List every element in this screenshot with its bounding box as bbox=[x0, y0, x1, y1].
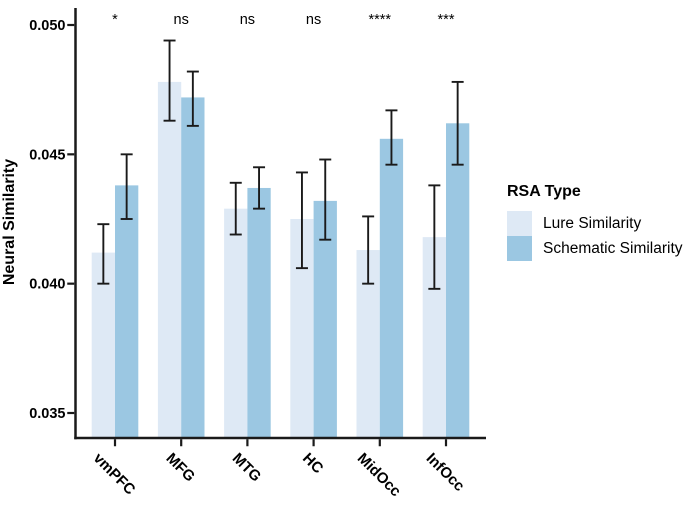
bar-mtg-lure bbox=[224, 208, 248, 438]
bar-mtg-schematic bbox=[247, 187, 271, 438]
legend-item-lure-similarity: Lure Similarity bbox=[507, 211, 683, 236]
significance-label-infocc: *** bbox=[438, 12, 455, 28]
lure-similarity-swatch bbox=[507, 211, 532, 236]
y-tick-label: 0.050 bbox=[29, 18, 65, 34]
bar-vmpfc-lure bbox=[91, 252, 115, 438]
bar-midocc-lure bbox=[356, 250, 380, 438]
legend-label-schematic-similarity: Schematic Similarity bbox=[543, 239, 683, 257]
bar-infocc-schematic bbox=[446, 123, 470, 438]
bar-infocc-lure bbox=[422, 237, 446, 438]
bar-midocc-schematic bbox=[379, 138, 404, 438]
significance-label-mfg: ns bbox=[174, 12, 189, 28]
y-tick-label: 0.035 bbox=[29, 406, 65, 422]
bar-hc-lure bbox=[290, 219, 314, 438]
x-axis-label-midocc: MidOcc bbox=[354, 450, 404, 500]
x-axis-label-hc: HC bbox=[299, 450, 326, 477]
significance-label-mtg: ns bbox=[240, 12, 255, 28]
bar-vmpfc-schematic bbox=[115, 185, 139, 438]
legend-title: RSA Type bbox=[507, 183, 581, 200]
legend-item-schematic-similarity: Schematic Similarity bbox=[507, 236, 683, 261]
bar-mfg-schematic bbox=[181, 97, 205, 438]
x-axis-label-vmpfc: vmPFC bbox=[90, 450, 139, 499]
bar-hc-schematic bbox=[313, 200, 337, 438]
significance-label-vmpfc: * bbox=[112, 12, 118, 28]
significance-label-midocc: **** bbox=[369, 12, 392, 28]
x-axis-label-infocc: InfOcc bbox=[423, 450, 468, 495]
x-axis-label-mtg: MTG bbox=[229, 450, 265, 486]
legend-label-lure-similarity: Lure Similarity bbox=[543, 214, 642, 232]
schematic-similarity-swatch bbox=[507, 236, 532, 261]
y-axis-title: Neural Similarity bbox=[1, 159, 18, 285]
x-axis-label-mfg: MFG bbox=[163, 450, 199, 486]
y-tick-label: 0.040 bbox=[29, 277, 65, 293]
y-tick-label: 0.045 bbox=[29, 147, 65, 163]
legend: RSA Type Lure Similarity Schematic Simil… bbox=[507, 183, 683, 261]
bar-mfg-lure bbox=[157, 81, 182, 438]
significance-label-hc: ns bbox=[306, 12, 321, 28]
